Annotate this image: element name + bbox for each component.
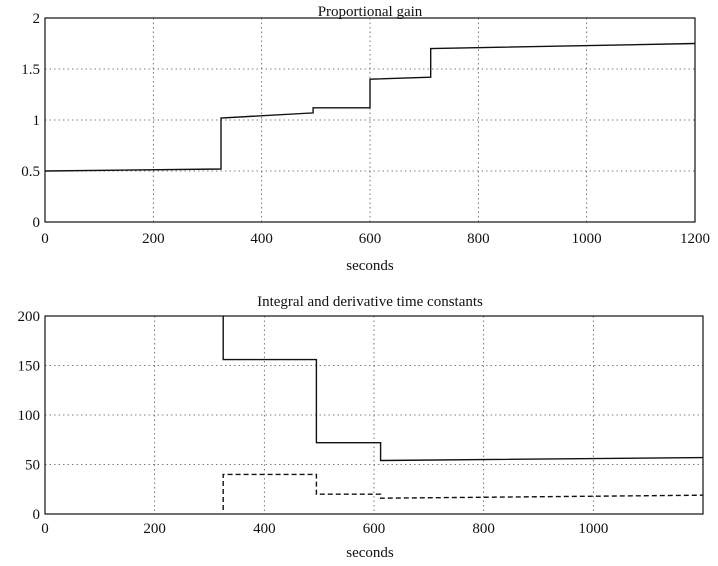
gridlines [45, 18, 695, 222]
series-line-1 [222, 316, 704, 462]
y-tick-label: 50 [25, 458, 40, 474]
x-tick-label: 1200 [680, 231, 710, 247]
x-tick-label: 0 [41, 231, 49, 247]
gridlines [45, 316, 703, 514]
x-tick-labels: 0 200 400 600 800 1000 [41, 521, 608, 537]
x-tick-label: 800 [467, 231, 490, 247]
series-line-1 [44, 42, 696, 172]
x-tick-label: 200 [143, 521, 166, 537]
plot-frame [44, 315, 704, 515]
x-tick-label: 1000 [572, 231, 602, 247]
x-tick-labels: 0 200 400 600 800 1000 1200 [41, 231, 710, 247]
series-line-2 [222, 473, 704, 510]
y-tick-label: 100 [18, 408, 41, 424]
x-axis-title: seconds [346, 258, 394, 274]
chart-proportional-gain: Proportional gain 0 200 400 600 800 1000 1 2 00 … [21, 4, 710, 274]
x-tick-label: 1000 [578, 521, 608, 537]
x-tick-label: 400 [250, 231, 273, 247]
y-tick-label: 2 [33, 11, 41, 27]
x-tick-label: 600 [359, 231, 382, 247]
y-tick-label: 0.5 [21, 164, 40, 180]
x-tick-label: 800 [472, 521, 495, 537]
chart-integral-derivative: Integral and derivative time constants 0… [18, 294, 704, 561]
y-tick-label: 1 [33, 113, 41, 129]
x-axis-title: seconds [346, 545, 394, 561]
chart-title: Integral and derivative time constants [257, 294, 483, 310]
y-tick-label: 0 [33, 507, 41, 523]
series-group [222, 316, 704, 510]
y-tick-label: 150 [18, 359, 41, 375]
series-group [44, 42, 696, 172]
y-tick-labels: 0 0.5 1 1.5 2 [21, 11, 40, 231]
y-tick-label: 1.5 [21, 62, 40, 78]
plot-frame [44, 17, 696, 223]
x-tick-label: 400 [253, 521, 276, 537]
x-tick-label: 0 [41, 521, 49, 537]
y-tick-label: 0 [33, 215, 41, 231]
y-tick-label: 200 [18, 309, 41, 325]
chart-title: Proportional gain [318, 4, 423, 20]
x-tick-label: 200 [142, 231, 165, 247]
y-tick-labels: 0 50 100 150 200 [18, 309, 41, 523]
x-tick-label: 600 [363, 521, 386, 537]
